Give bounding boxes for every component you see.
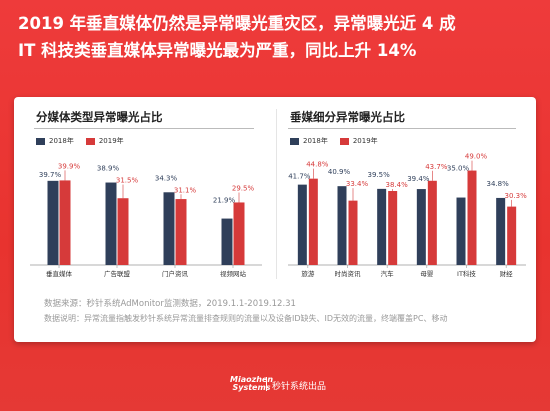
bar-2018-5 xyxy=(496,197,506,265)
value-label-2018-1: 40.9% xyxy=(328,168,351,176)
left-legend: 2018年 2019年 xyxy=(36,136,124,146)
bar-2018-4 xyxy=(456,197,466,265)
legend-item-2019: 2019年 xyxy=(85,136,124,146)
bar-2018-3 xyxy=(221,218,233,265)
bar-2019-2 xyxy=(388,190,398,265)
value-label-2019-3: 43.7% xyxy=(425,163,448,171)
x-tick-label-2: 汽车 xyxy=(381,269,395,278)
legend-label-2018: 2018年 xyxy=(49,137,74,145)
x-tick-label-0: 旅游 xyxy=(301,269,315,278)
legend-item-2019: 2019年 xyxy=(339,136,378,146)
value-label-2019-2: 31.1% xyxy=(174,186,197,194)
x-tick-label-4: IT科技 xyxy=(457,269,476,278)
x-tick-label-2: 门户资讯 xyxy=(162,269,189,278)
legend-swatch-2019 xyxy=(339,137,349,145)
bar-2018-1 xyxy=(337,186,347,265)
miaozhen-logo: Miaozhen Systems xyxy=(230,376,273,392)
bar-2018-1 xyxy=(105,182,117,265)
bar-2019-3 xyxy=(427,180,437,265)
bar-2019-1 xyxy=(348,200,358,265)
left-bar-chart: 39.7%39.9% 垂直媒体 38.9% 31.5% 广告联盟 34.3% 31.1% 门户… xyxy=(30,162,262,278)
bar-2018-2 xyxy=(163,192,175,265)
value-label-2019-3: 29.5% xyxy=(232,184,255,192)
right-title-underline xyxy=(288,128,516,129)
bar-2018-2 xyxy=(377,188,387,265)
value-label-2018-3: 39.4% xyxy=(407,175,430,183)
bar-2019-0 xyxy=(308,178,318,265)
value-label-2019-0: 44.8% xyxy=(306,161,329,169)
value-label-2019-1: 31.5% xyxy=(116,177,139,185)
value-label-2018-0: 41.7% xyxy=(288,173,311,181)
value-label-2019-0: 39.9% xyxy=(58,162,81,170)
value-label-2018-2: 34.3% xyxy=(155,174,178,182)
right-chart-title: 垂媒细分异常曝光占比 xyxy=(290,110,405,124)
legend-item-2018: 2018年 xyxy=(290,136,328,146)
left-title-underline xyxy=(34,128,254,129)
legend-swatch-2018 xyxy=(36,137,45,145)
logo-line-1: Miaozhen xyxy=(230,375,274,384)
x-tick-label-1: 广告联盟 xyxy=(104,269,131,278)
value-label-2019-4: 49.0% xyxy=(465,153,488,161)
bar-2019-2 xyxy=(175,199,187,265)
footer-credit: 秒针系统出品 xyxy=(272,382,327,392)
headline-line-1: 2019 年垂直媒体仍然是异常曝光重灾区，异常曝光近 4 成 xyxy=(18,14,456,33)
headline: 2019 年垂直媒体仍然是异常曝光重灾区，异常曝光近 4 成 IT 科技类垂直媒… xyxy=(18,10,538,64)
value-label-2019-2: 38.4% xyxy=(386,181,409,189)
legend-label-2019: 2019年 xyxy=(352,137,378,145)
legend-label-2019: 2019年 xyxy=(98,137,124,145)
x-tick-label-0: 垂直媒体 xyxy=(46,269,73,278)
x-tick-label-5: 财经 xyxy=(500,269,514,278)
bar-2018-0 xyxy=(47,180,59,265)
bar-2019-0 xyxy=(59,180,71,265)
chart-card: 分媒体类型异常曝光占比 2018年 2019年 39.7% 39.9% 垂直媒体 38… xyxy=(14,97,536,342)
legend-swatch-2018 xyxy=(290,137,299,145)
legend-item-2018: 2018年 xyxy=(36,136,74,146)
value-label-2019-5: 30.3% xyxy=(505,192,528,200)
data-description-note: 数据说明：异常流量指触发秒针系统异常流量排查规则的流量以及设备ID缺失、ID无效… xyxy=(44,314,448,323)
value-label-2018-1: 38.9% xyxy=(97,165,120,173)
value-label-2019-1: 33.4% xyxy=(346,180,369,188)
data-source-note: 数据来源：秒针系统AdMonitor监测数据，2019.1.1-2019.12.… xyxy=(44,299,296,309)
value-label-2018-4: 35.0% xyxy=(447,165,470,173)
value-label-2018-0: 39.7% xyxy=(39,171,62,179)
legend-swatch-2019 xyxy=(85,137,95,145)
chart-divider xyxy=(276,109,277,279)
value-label-2018-5: 34.8% xyxy=(487,180,510,188)
footer-separator xyxy=(266,377,267,391)
right-bar-chart: 41.7% 44.8% 旅游 40.9% 33.4% 时尚资讯 39.5% 38.4% 汽车 39… xyxy=(288,153,528,278)
bar-2019-4 xyxy=(467,170,477,265)
legend-label-2018: 2018年 xyxy=(303,137,328,145)
x-tick-label-3: 母婴 xyxy=(420,270,434,278)
left-chart-title: 分媒体类型异常曝光占比 xyxy=(36,110,163,124)
x-tick-label-3: 视频网站 xyxy=(220,269,247,278)
bar-2019-3 xyxy=(233,202,245,265)
bar-2019-1 xyxy=(117,198,129,265)
bar-2018-3 xyxy=(416,189,426,265)
logo-line-2: Systems xyxy=(232,383,271,392)
value-label-2018-3: 21.9% xyxy=(213,196,236,204)
bar-2019-5 xyxy=(507,206,517,265)
right-legend: 2018年 2019年 xyxy=(290,136,378,146)
bar-2018-0 xyxy=(297,184,307,265)
x-tick-label-1: 时尚资讯 xyxy=(335,269,362,278)
value-label-2018-2: 39.5% xyxy=(368,171,391,179)
headline-line-2: IT 科技类垂直媒体异常曝光最为严重，同比上升 14% xyxy=(18,41,417,60)
